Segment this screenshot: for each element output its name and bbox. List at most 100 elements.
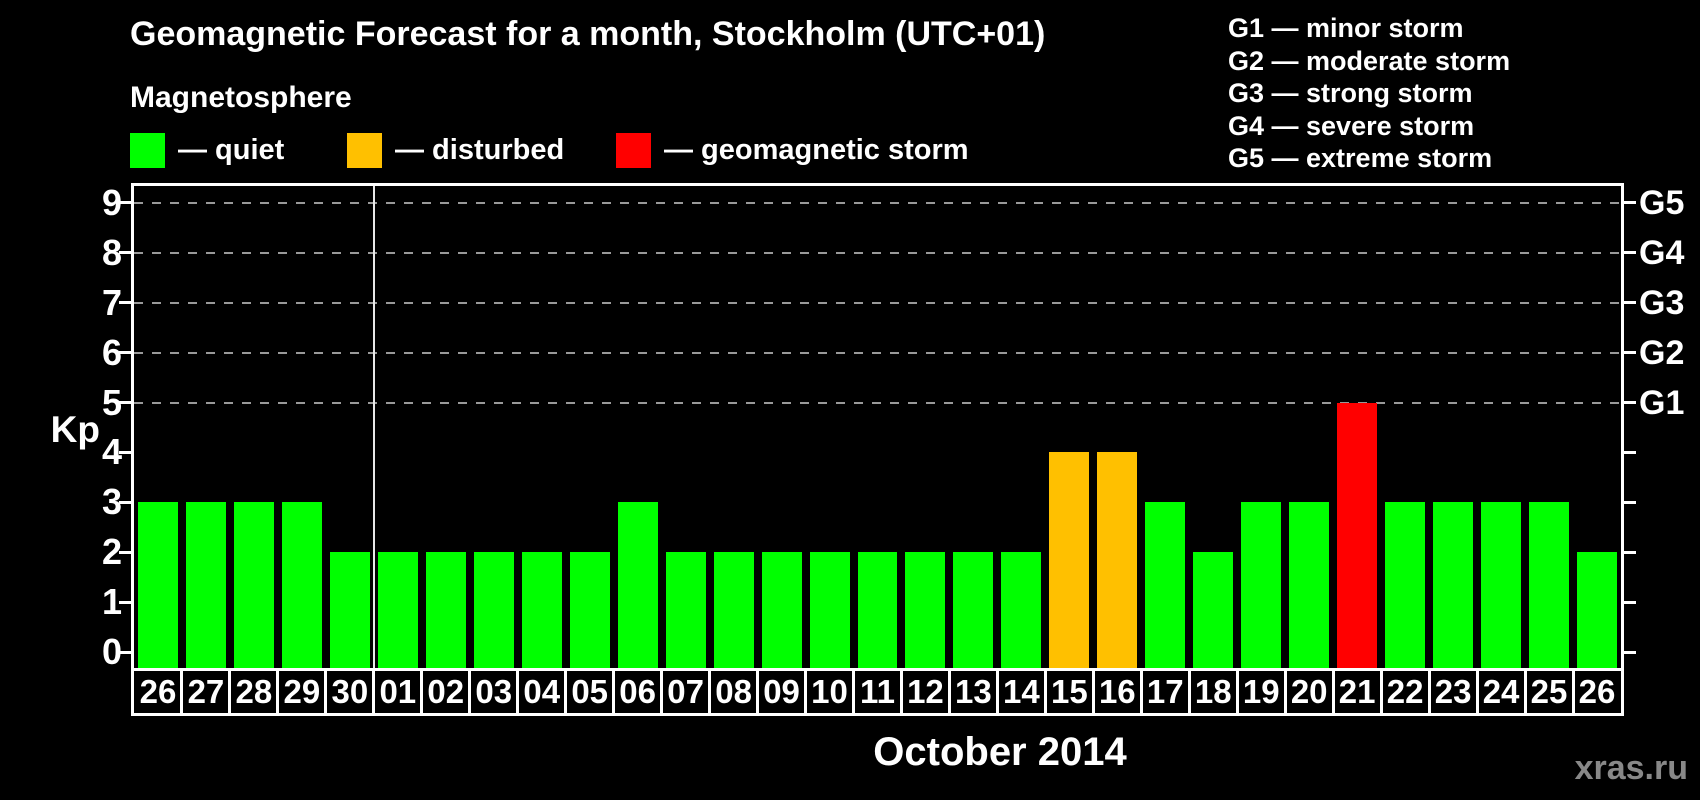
plot-area [119,183,1636,671]
day-label-21-25: 21 [1338,673,1376,710]
y-axis-tick-right [1624,201,1636,205]
legend-item-label: — disturbed [395,134,565,166]
storm-scale-line-g3: G3 — strong storm [1228,78,1473,108]
day-label-03-7: 03 [475,673,513,710]
day-cell-divider [708,671,712,713]
gridline-kp7 [134,301,1621,304]
gridline-kp6 [134,351,1621,354]
day-label-12-16: 12 [907,673,944,710]
y-axis-tick-right [1624,500,1636,504]
y-tick-label-5: 5 [101,381,122,423]
day-cell-divider [1475,671,1479,713]
day-cell-divider [612,671,616,713]
day-label-09-13: 09 [763,673,800,710]
y-tick-label-1: 1 [101,581,122,623]
kp-bar-day-09 [761,552,802,668]
y-tick-label-9: 9 [101,181,122,223]
y-axis-tick [119,401,131,404]
y-tick-label-8: 8 [101,231,122,273]
storm-scale-line-g2: G2 — moderate storm [1228,45,1511,76]
right-axis-label-g5: G5 [1639,183,1685,222]
day-label-08-12: 08 [715,673,752,710]
storm-scale-line-g1: G1 — minor storm [1228,13,1464,43]
x-axis-title: October 2014 [873,730,1127,774]
kp-bar-day-23 [1433,502,1474,668]
y-axis-tick-right [1624,401,1636,404]
kp-bar-day-05 [569,552,610,668]
kp-bar-day-25 [1529,502,1570,668]
kp-bar-day-27 [185,502,226,668]
day-cell-divider [804,671,808,713]
day-label-29-3: 29 [283,673,321,710]
day-cell-divider [995,671,999,713]
day-label-16-20: 16 [1098,673,1136,710]
legend-item-label: — quiet [178,134,285,166]
y-axis-tick [119,550,131,554]
day-label-15-19: 15 [1050,673,1088,710]
y-tick-label-0: 0 [101,631,122,672]
day-cell-divider [947,671,951,713]
kp-bar-day-08 [713,552,754,668]
y-axis-tick [119,500,131,504]
day-cell-divider [660,671,664,713]
kp-bar-day-02 [425,552,466,668]
day-label-26-0: 26 [139,673,177,710]
day-cell-divider [1523,671,1527,713]
day-label-25-29: 25 [1530,673,1568,710]
y-axis-tick [119,450,131,454]
day-cell-divider [1331,671,1335,713]
magnetosphere-label: Magnetosphere [130,81,352,114]
y-tick-label-4: 4 [101,431,122,473]
kp-bar-day-04 [521,552,562,668]
gridline-kp5 [134,401,1621,404]
day-label-23-27: 23 [1434,673,1472,710]
right-axis-label-g4: G4 [1639,233,1685,272]
kp-bar-day-20 [1289,502,1330,668]
y-axis-title: Kp [50,409,100,450]
day-label-06-10: 06 [619,673,656,710]
day-label-01-5: 01 [379,673,417,710]
kp-bar-day-16 [1097,452,1138,668]
kp-bar-day-13 [953,552,994,668]
y-axis-tick [119,251,131,255]
quiet-color-swatch-icon [130,133,165,168]
day-cell-divider [852,671,856,713]
y-tick-label-3: 3 [101,481,122,523]
gridline-kp9 [134,201,1621,204]
day-cell-divider [899,671,903,713]
day-label-20-24: 20 [1290,673,1328,710]
kp-bar-day-18 [1193,552,1234,668]
kp-bar-day-22 [1385,502,1426,668]
kp-bar-day-11 [857,552,898,668]
day-label-28-2: 28 [235,673,273,710]
y-tick-label-7: 7 [101,281,122,323]
kp-bar-day-19 [1241,502,1282,668]
y-axis-tick [119,650,131,654]
y-tick-label-6: 6 [101,331,122,373]
day-label-18-22: 18 [1194,673,1232,710]
y-tick-label-2: 2 [101,531,122,573]
watermark: xras.ru [1574,749,1688,787]
day-label-04-8: 04 [523,673,561,710]
day-cell-divider [324,671,328,713]
y-axis-tick-right [1624,650,1636,654]
day-label-27-1: 27 [187,673,225,710]
disturbed-color-swatch-icon [347,133,382,168]
day-label-14-18: 14 [1003,673,1040,710]
kp-bar-day-29 [281,502,322,668]
kp-bar-day-26 [1577,552,1617,668]
day-label-19-23: 19 [1242,673,1280,710]
legend-item-disturbed: — disturbed [347,133,564,168]
storm-color-swatch-icon [616,133,651,168]
day-cell-divider [180,671,184,713]
day-label-10-14: 10 [811,673,848,710]
day-cell-divider [276,671,280,713]
kp-bar-day-17 [1145,502,1186,668]
kp-bar-day-21 [1337,402,1378,668]
y-axis-tick-right [1624,351,1636,355]
right-axis-label-g2: G2 [1639,333,1685,372]
day-cell-divider [1043,671,1047,713]
storm-scale-legend: G1 — minor storm G2 — moderate storm G3 — … [1228,12,1510,175]
day-label-05-9: 05 [571,673,609,710]
